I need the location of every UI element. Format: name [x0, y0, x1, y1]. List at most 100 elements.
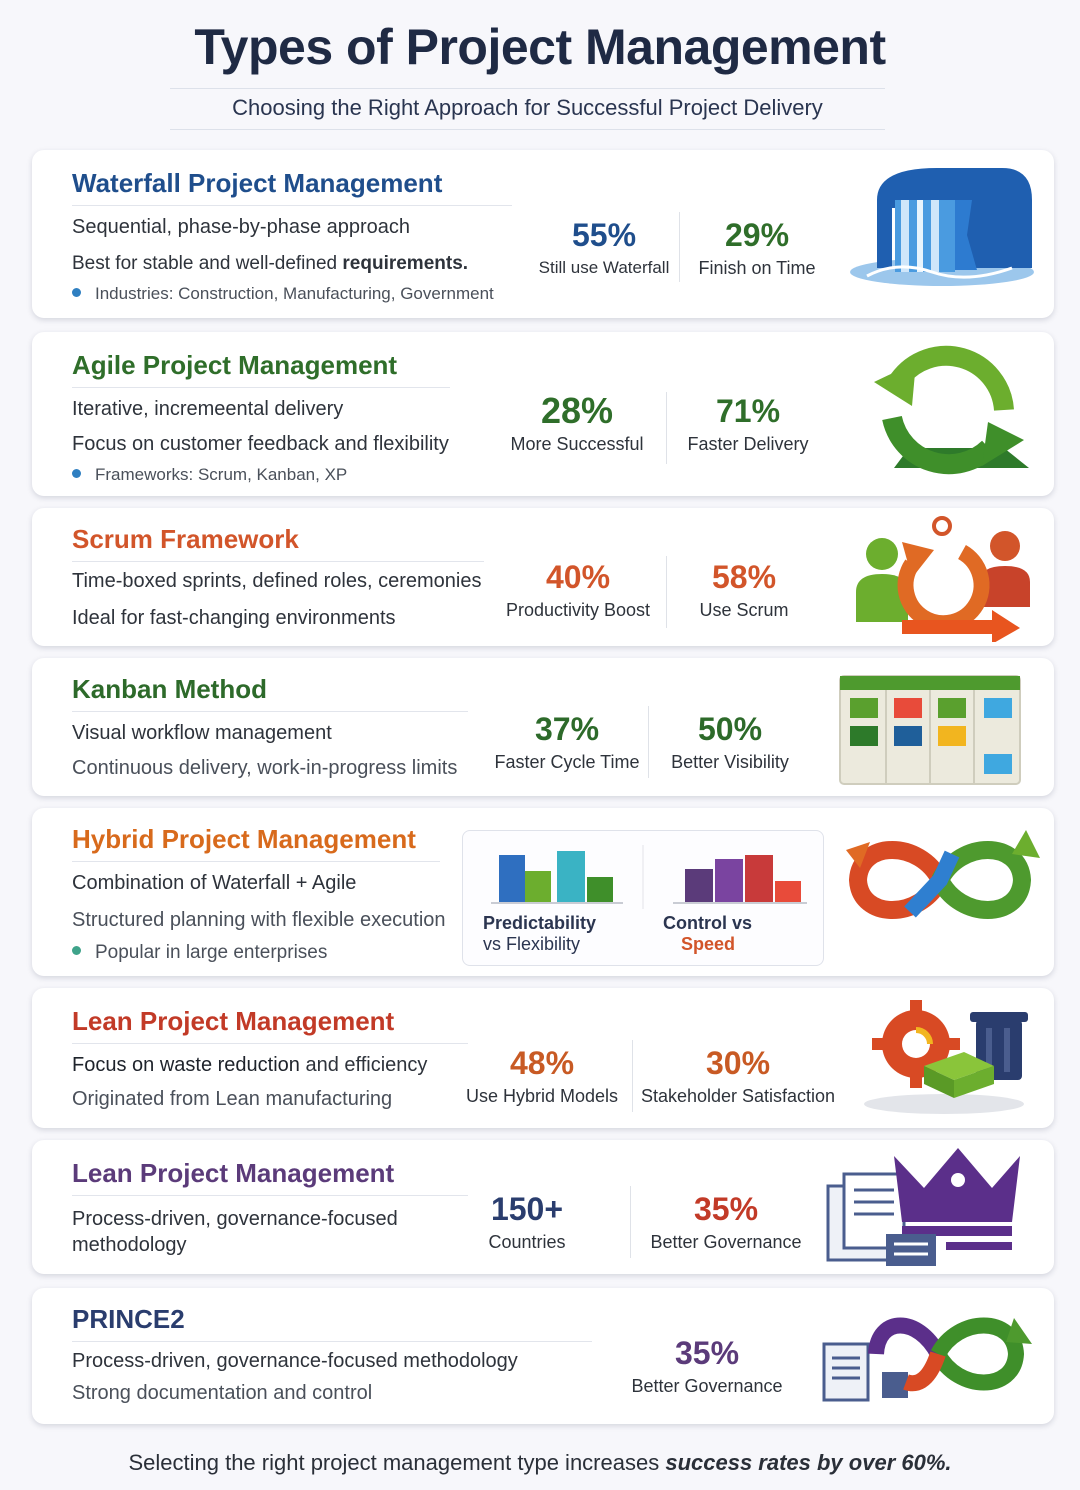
stat: 40% Productivity Boost: [498, 558, 658, 621]
stat: 28% More Successful: [502, 392, 652, 455]
stat-label: Countries: [488, 1232, 566, 1252]
stat-value: 71%: [715, 393, 781, 429]
stat-value: 35%: [674, 1335, 740, 1371]
comparison-label-line: vs Flexibility: [483, 934, 581, 954]
card-title: Scrum Framework: [72, 524, 484, 562]
divider: [632, 1040, 633, 1112]
stat-label: Use Scrum: [699, 600, 789, 620]
page-subtitle: Choosing the Right Approach for Successf…: [170, 88, 885, 130]
stat: 35% Better Governance: [638, 1190, 814, 1253]
stat-label: Stakeholder Satisfaction: [640, 1086, 836, 1106]
card-prince2: PRINCE2 Process-driven, governance-focus…: [32, 1288, 1054, 1424]
stat: 50% Better Visibility: [656, 710, 804, 773]
comparison-label-line: Predictability: [483, 913, 597, 933]
card-title: Waterfall Project Management: [72, 168, 512, 206]
card-line-bold: requirements.: [342, 253, 469, 274]
stat: 150+ Countries: [452, 1190, 602, 1253]
stat-label: Use Hybrid Models: [465, 1086, 619, 1106]
card-note-text: Frameworks: Scrum, Kanban, XP: [95, 465, 348, 484]
card-line: Best for stable and well-defined require…: [72, 253, 468, 275]
stat-value: 150+: [490, 1191, 564, 1227]
card-line: Focus on waste reduction and efficiency: [72, 1054, 427, 1077]
page-title: Types of Project Management: [194, 19, 886, 75]
footer-text-bold: success rates by over 60%.: [665, 1450, 952, 1475]
team-cycle-icon: [856, 516, 1030, 642]
footer-note: Selecting the right project management t…: [0, 1450, 1080, 1476]
stat-value: 50%: [697, 711, 763, 747]
stat-value: 55%: [571, 217, 637, 253]
stat-value: 29%: [724, 217, 790, 253]
card-line-text: Best for stable and well-defined: [72, 253, 343, 274]
divider: [666, 392, 667, 464]
card-lean-governance: Lean Project Management Process-driven, …: [32, 1140, 1054, 1274]
stat: 48% Use Hybrid Models: [462, 1044, 622, 1107]
stat-value: 35%: [693, 1191, 759, 1227]
stat-value: 48%: [509, 1045, 575, 1081]
card-line: methodology: [72, 1234, 187, 1256]
bar-graphic: [491, 845, 807, 909]
comparison-label-line: Control vs: [663, 913, 753, 933]
stat: 37% Faster Cycle Time: [492, 710, 642, 773]
card-note: Frameworks: Scrum, Kanban, XP: [72, 465, 347, 485]
infinity-arrows-icon: [846, 830, 1040, 919]
card-title: Lean Project Management: [72, 1158, 468, 1196]
stat-value: 28%: [540, 390, 614, 431]
comparison-label: Control vs Speed: [663, 913, 752, 955]
card-kanban: Kanban Method Visual workflow management…: [32, 658, 1054, 796]
card-hybrid: Hybrid Project Management Combination of…: [32, 808, 1054, 976]
card-line: Process-driven, governance-focused metho…: [72, 1350, 518, 1372]
stat-label: Still use Waterfall: [538, 258, 670, 277]
card-note: Industries: Construction, Manufacturing,…: [72, 284, 494, 304]
gear-trash-icon: [864, 1000, 1028, 1114]
divider: [630, 1186, 631, 1258]
divider: [679, 212, 680, 282]
bullet-icon: [72, 469, 81, 479]
card-lean: Lean Project Management Focus on waste r…: [32, 988, 1054, 1128]
card-line: Process-driven, governance-focused: [72, 1208, 398, 1230]
card-title: Lean Project Management: [72, 1006, 468, 1044]
comparison-label: Predictability vs Flexibility: [483, 913, 596, 955]
comparison-box: Predictability vs Flexibility Control vs…: [462, 830, 824, 966]
stat-value: 58%: [711, 559, 777, 595]
card-line: Sequential, phase-by-phase approach: [72, 216, 411, 238]
kanban-board-icon: [839, 675, 1021, 785]
divider: [666, 556, 667, 628]
stat-label: Better Governance: [631, 1376, 783, 1396]
stat: 35% Better Governance: [622, 1334, 792, 1397]
cycle-arrows-icon: [874, 345, 1029, 475]
stat-label: Productivity Boost: [505, 600, 651, 620]
card-note: Popular in large enterprises: [72, 942, 327, 964]
stat-label: Better Governance: [650, 1232, 802, 1252]
card-waterfall: Waterfall Project Management Sequential,…: [32, 150, 1054, 318]
card-title: Kanban Method: [72, 674, 468, 712]
card-line-bold: Focus on waste reduction: [72, 1054, 300, 1076]
card-line: Time-boxed sprints, defined roles, cerem…: [72, 570, 482, 592]
card-title: Hybrid Project Management: [72, 824, 440, 862]
stat: 29% Finish on Time: [687, 216, 827, 279]
card-title: Agile Project Management: [72, 350, 450, 388]
card-line-text: and efficiency: [299, 1054, 428, 1076]
stat-label: More Successful: [510, 434, 644, 454]
stat-value: 40%: [545, 559, 611, 595]
card-line: Focus on customer feedback and flexibili…: [72, 433, 449, 455]
card-line: Iterative, incremeental delivery: [72, 398, 344, 420]
card-agile: Agile Project Management Iterative, incr…: [32, 332, 1054, 496]
crown-documents-icon: [826, 1148, 1020, 1266]
card-line: Continuous delivery, work-in-progress li…: [72, 757, 458, 779]
stat: 58% Use Scrum: [674, 558, 814, 621]
bullet-icon: [72, 946, 81, 956]
card-line: Visual workflow management: [72, 722, 332, 744]
card-scrum: Scrum Framework Time-boxed sprints, defi…: [32, 508, 1054, 646]
stat: 71% Faster Delivery: [672, 392, 824, 455]
card-note-text: Popular in large enterprises: [95, 942, 328, 963]
footer-text: Selecting the right project management t…: [128, 1450, 666, 1475]
stat-label: Faster Delivery: [687, 434, 809, 454]
stat-value: 30%: [705, 1045, 771, 1081]
card-line: Strong documentation and control: [72, 1382, 373, 1404]
stat: 55% Still use Waterfall: [534, 216, 674, 278]
waterfall-icon: [850, 168, 1034, 286]
card-line: Combination of Waterfall + Agile: [72, 872, 357, 894]
divider: [648, 706, 649, 778]
stat-value: 37%: [534, 711, 600, 747]
card-line: Structured planning with flexible execut…: [72, 909, 446, 931]
